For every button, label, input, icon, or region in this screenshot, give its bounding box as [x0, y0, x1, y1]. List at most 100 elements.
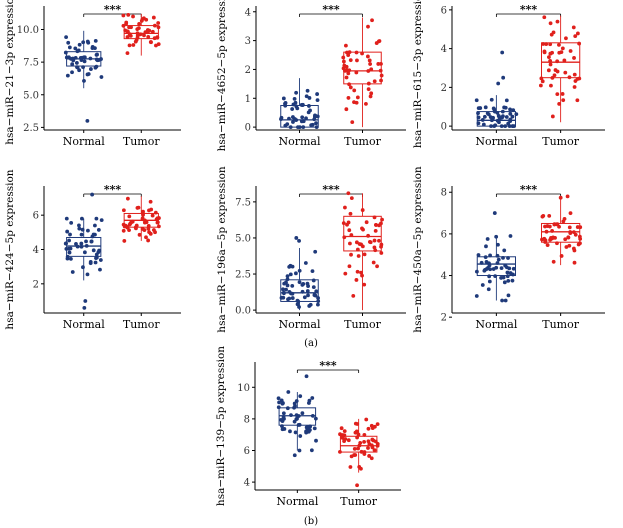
outlier-point	[297, 238, 301, 243]
data-point	[360, 273, 364, 278]
data-point	[354, 70, 359, 75]
data-point	[86, 40, 91, 45]
data-point	[575, 31, 580, 36]
data-point	[379, 73, 384, 78]
data-point	[486, 287, 491, 292]
data-point	[79, 244, 84, 249]
box-tumor	[343, 51, 382, 85]
y-tick-label: 2	[441, 313, 447, 324]
data-point	[296, 125, 300, 130]
data-point	[84, 244, 89, 248]
data-point	[134, 38, 139, 42]
data-point	[300, 411, 305, 416]
data-point	[552, 222, 557, 227]
data-point	[304, 94, 309, 99]
y-tick-label: 4	[244, 478, 250, 489]
data-point	[553, 235, 557, 240]
data-point	[356, 432, 361, 437]
data-point	[544, 42, 549, 47]
data-point	[138, 32, 143, 37]
data-point	[300, 115, 305, 120]
data-point	[372, 215, 377, 220]
data-point	[136, 205, 141, 210]
y-tick-label: 8	[441, 188, 447, 199]
data-point	[377, 223, 381, 228]
data-point	[504, 115, 509, 119]
data-point	[82, 78, 86, 83]
data-point	[359, 270, 363, 275]
data-point	[276, 405, 281, 410]
data-point	[344, 75, 349, 80]
data-point	[308, 302, 313, 307]
data-point	[379, 78, 383, 83]
data-point	[506, 293, 511, 298]
y-tick-label: 0.0	[235, 306, 251, 317]
data-point	[366, 233, 371, 238]
data-point	[285, 122, 290, 127]
data-point	[349, 196, 354, 201]
data-point	[126, 12, 131, 17]
data-point	[308, 108, 312, 113]
data-point	[75, 244, 80, 249]
data-point	[485, 237, 490, 241]
data-point	[476, 106, 481, 110]
data-point	[294, 118, 299, 122]
data-point	[359, 242, 363, 247]
data-point	[508, 234, 513, 238]
data-point	[285, 406, 290, 411]
data-point	[379, 62, 383, 66]
data-point	[543, 224, 547, 229]
data-point	[379, 242, 384, 247]
panel-label-b: (b)	[304, 516, 318, 527]
data-point	[541, 42, 546, 46]
data-point	[297, 280, 302, 285]
data-point	[355, 269, 360, 274]
data-point	[281, 411, 286, 416]
data-point	[313, 293, 318, 298]
data-point	[561, 219, 566, 224]
data-point	[279, 417, 284, 422]
data-point	[555, 19, 560, 24]
data-point	[97, 248, 102, 253]
data-point	[297, 268, 302, 273]
data-point	[285, 283, 290, 288]
significance-label: ***	[322, 3, 340, 16]
data-point	[285, 274, 290, 279]
data-point	[509, 272, 514, 276]
data-point	[476, 115, 481, 120]
data-point	[155, 35, 160, 40]
data-point	[482, 114, 487, 119]
data-point	[305, 281, 310, 286]
y-axis-label: hsa−miR−450a−5p expression	[412, 166, 424, 333]
data-point	[548, 237, 553, 242]
data-point	[354, 50, 359, 55]
data-point	[372, 245, 377, 250]
data-point	[156, 21, 161, 25]
data-point	[70, 62, 75, 67]
data-point	[156, 25, 161, 30]
data-point	[153, 210, 158, 215]
data-point	[368, 94, 373, 99]
data-point	[313, 416, 318, 421]
data-point	[66, 55, 71, 60]
data-point	[355, 58, 359, 63]
data-point	[67, 238, 71, 243]
data-point	[299, 119, 304, 124]
data-point	[355, 95, 360, 100]
data-point	[493, 274, 498, 279]
data-point	[375, 441, 380, 446]
data-point	[94, 216, 99, 221]
data-point	[503, 105, 508, 110]
data-point	[538, 83, 543, 88]
data-point	[343, 69, 347, 73]
data-point	[485, 111, 490, 116]
data-point	[286, 390, 291, 394]
data-point	[305, 289, 310, 293]
data-point	[551, 259, 556, 264]
data-point	[309, 448, 314, 453]
y-axis-label: hsa−miR−196a−5p expression	[216, 166, 228, 333]
data-point	[84, 239, 88, 244]
data-point	[356, 446, 360, 451]
data-point	[493, 123, 498, 128]
